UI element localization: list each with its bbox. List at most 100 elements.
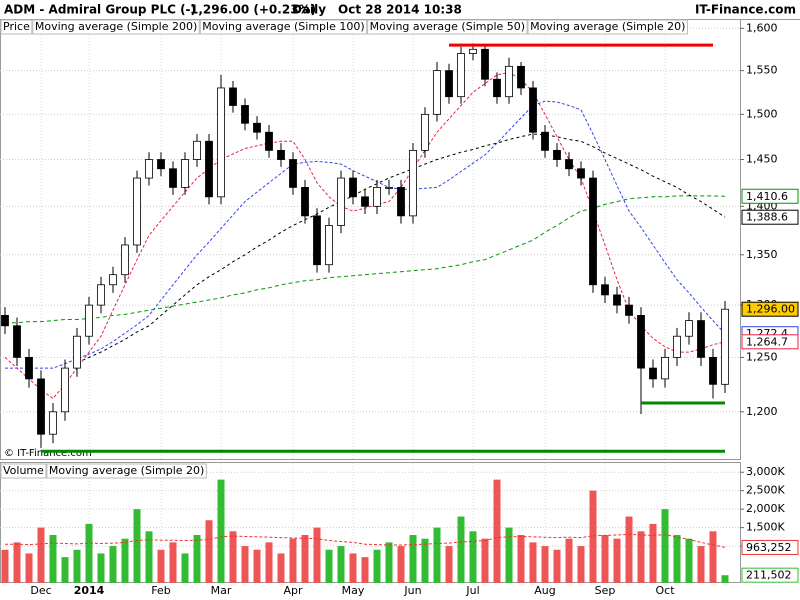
candle-body (181, 159, 189, 188)
candle-body (13, 325, 21, 358)
legend-entry: Moving average (Simple 100) (202, 20, 364, 33)
volume-bar (517, 535, 525, 583)
x-tick-label: Dec (30, 584, 51, 597)
header-period: Daily (292, 3, 326, 17)
candle-body (349, 177, 357, 198)
candle-body (685, 320, 693, 337)
candle-body (37, 378, 45, 435)
volume-bar (661, 509, 669, 583)
volume-bar (385, 542, 393, 583)
candle-body (241, 105, 249, 124)
candle-body (217, 87, 225, 198)
last-value-label: 211,502 (746, 569, 792, 582)
volume-bar (205, 520, 213, 583)
volume-bar (121, 538, 129, 583)
candle-body (25, 356, 33, 380)
candle-body (565, 159, 573, 170)
header-quote: 1,296.00 (+0.23%) (190, 3, 316, 17)
header-title: ADM - Admiral Group PLC (-) (4, 3, 196, 17)
last-value-label: 1,264.7 (746, 335, 788, 348)
last-value-label: 1,388.6 (746, 211, 788, 224)
volume-bar (277, 553, 285, 583)
candle-body (325, 225, 333, 266)
candle-body (697, 320, 705, 358)
candle-body (205, 140, 213, 198)
volume-bar (49, 535, 57, 583)
volume-average-line (5, 533, 726, 548)
header-timestamp: Oct 28 2014 10:38 (338, 3, 462, 17)
candle-body (109, 274, 117, 286)
candle-body (145, 159, 153, 179)
candle-body (97, 284, 105, 306)
y-tick-label: 1,550 (746, 64, 778, 77)
volume-bar (361, 557, 369, 583)
legend-entry: Moving average (Simple 50) (370, 20, 525, 33)
header-brand: IT-Finance.com (695, 3, 796, 17)
legend-entry: Volume (3, 464, 44, 477)
volume-bar (625, 516, 633, 583)
x-tick-label: Oct (655, 584, 675, 597)
candle-body (649, 367, 657, 380)
volume-bar (541, 546, 549, 583)
candle-body (61, 367, 69, 413)
copyright: © IT-Finance.com (4, 448, 92, 459)
candle-body (1, 314, 9, 327)
volume-bar (325, 549, 333, 583)
candle-body (397, 187, 405, 217)
candle-body (673, 335, 681, 358)
volume-bar (253, 549, 261, 583)
last-value-label: 1,296.00 (746, 303, 795, 316)
x-tick-label: 2014 (74, 584, 105, 597)
moving-average-line (5, 100, 726, 369)
volume-bar (349, 553, 357, 583)
candle-body (709, 356, 717, 385)
volume-bar (289, 538, 297, 583)
volume-bar (589, 490, 597, 583)
legend-entry: Moving average (Simple 200) (35, 20, 197, 33)
y-tick-label: 1,450 (746, 153, 778, 166)
volume-bar (709, 531, 717, 583)
volume-bar (397, 546, 405, 583)
y-tick-label: 1,500 (746, 107, 778, 120)
volume-bar (637, 531, 645, 583)
candle-body (457, 53, 465, 98)
candle-body (661, 356, 669, 380)
volume-bar (193, 535, 201, 583)
x-tick-label: Feb (151, 584, 170, 597)
candle-body (505, 65, 513, 98)
legend-box (46, 463, 207, 479)
volume-bar (337, 546, 345, 583)
volume-bar (649, 523, 657, 583)
moving-average-line (76, 133, 726, 364)
y-tick-label: 1,200 (746, 405, 778, 418)
volume-bar (1, 549, 9, 583)
last-value-box (741, 567, 799, 583)
x-tick-label: Mar (211, 584, 232, 597)
y-tick-label: 2,500K (746, 484, 785, 497)
candle-body (121, 244, 129, 276)
volume-bar (25, 553, 33, 583)
candle-body (541, 131, 549, 151)
candle-body (529, 87, 537, 133)
last-value-label: 1,410.6 (746, 190, 788, 203)
candle-body (517, 65, 525, 89)
legend-entry: Moving average (Simple 20) (530, 20, 685, 33)
last-value-box (741, 334, 799, 350)
candle-body (493, 78, 501, 98)
legend-box (367, 19, 528, 35)
y-tick-label: 2,000K (746, 502, 785, 515)
volume-bar (217, 479, 225, 583)
volume-bar (553, 549, 561, 583)
candle-body (625, 304, 633, 316)
legend-box (0, 463, 47, 479)
volume-bar (13, 542, 21, 583)
candle-body (421, 113, 429, 151)
volume-bar (493, 479, 501, 583)
volume-bar (601, 535, 609, 583)
volume-bar (433, 527, 441, 583)
legend-entry: Price (3, 20, 30, 33)
candle-body (193, 140, 201, 160)
candle-body (469, 48, 477, 54)
